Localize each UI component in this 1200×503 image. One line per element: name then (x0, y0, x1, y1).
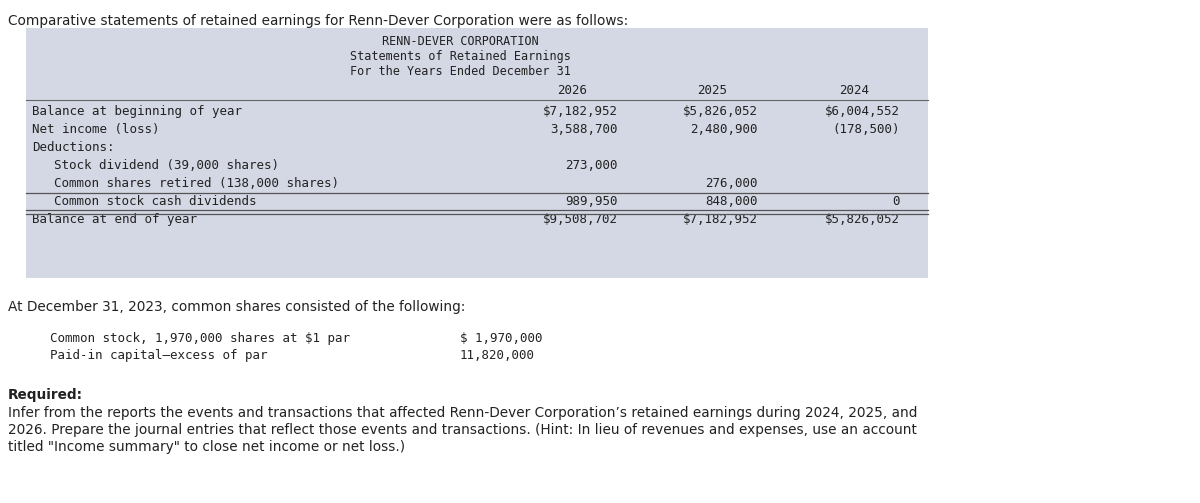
Text: Common stock cash dividends: Common stock cash dividends (54, 195, 257, 208)
Text: Statements of Retained Earnings: Statements of Retained Earnings (349, 50, 570, 63)
Text: 276,000: 276,000 (706, 177, 758, 190)
Text: 2026. Prepare the journal entries that reflect those events and transactions. (H: 2026. Prepare the journal entries that r… (8, 423, 917, 437)
Text: 989,950: 989,950 (565, 195, 618, 208)
Text: $5,826,052: $5,826,052 (683, 105, 758, 118)
Text: $6,004,552: $6,004,552 (826, 105, 900, 118)
Text: 11,820,000: 11,820,000 (460, 349, 535, 362)
Text: Net income (loss): Net income (loss) (32, 123, 160, 136)
Text: $ 1,970,000: $ 1,970,000 (460, 332, 542, 345)
Text: Common shares retired (138,000 shares): Common shares retired (138,000 shares) (54, 177, 340, 190)
Text: $7,182,952: $7,182,952 (683, 213, 758, 226)
Text: $7,182,952: $7,182,952 (542, 105, 618, 118)
Text: Balance at end of year: Balance at end of year (32, 213, 197, 226)
Text: Common stock, 1,970,000 shares at $1 par: Common stock, 1,970,000 shares at $1 par (50, 332, 350, 345)
Text: 3,588,700: 3,588,700 (551, 123, 618, 136)
Text: Deductions:: Deductions: (32, 141, 114, 154)
Text: 2,480,900: 2,480,900 (690, 123, 758, 136)
Text: 2026: 2026 (557, 84, 587, 97)
Text: 273,000: 273,000 (565, 159, 618, 172)
Text: For the Years Ended December 31: For the Years Ended December 31 (349, 65, 570, 78)
Text: $9,508,702: $9,508,702 (542, 213, 618, 226)
Text: Infer from the reports the events and transactions that affected Renn-Dever Corp: Infer from the reports the events and tr… (8, 406, 917, 420)
Text: 2025: 2025 (697, 84, 727, 97)
Text: Comparative statements of retained earnings for Renn-Dever Corporation were as f: Comparative statements of retained earni… (8, 14, 629, 28)
Text: $5,826,052: $5,826,052 (826, 213, 900, 226)
Text: Paid-in capital–excess of par: Paid-in capital–excess of par (50, 349, 268, 362)
Text: titled "Income summary" to close net income or net loss.): titled "Income summary" to close net inc… (8, 440, 406, 454)
Text: Required:: Required: (8, 388, 83, 402)
Text: Stock dividend (39,000 shares): Stock dividend (39,000 shares) (54, 159, 278, 172)
Text: 2024: 2024 (839, 84, 869, 97)
Text: 0: 0 (893, 195, 900, 208)
FancyBboxPatch shape (26, 28, 928, 278)
Text: Balance at beginning of year: Balance at beginning of year (32, 105, 242, 118)
Text: (178,500): (178,500) (833, 123, 900, 136)
Text: 848,000: 848,000 (706, 195, 758, 208)
Text: At December 31, 2023, common shares consisted of the following:: At December 31, 2023, common shares cons… (8, 300, 466, 314)
Text: RENN-DEVER CORPORATION: RENN-DEVER CORPORATION (382, 35, 539, 48)
